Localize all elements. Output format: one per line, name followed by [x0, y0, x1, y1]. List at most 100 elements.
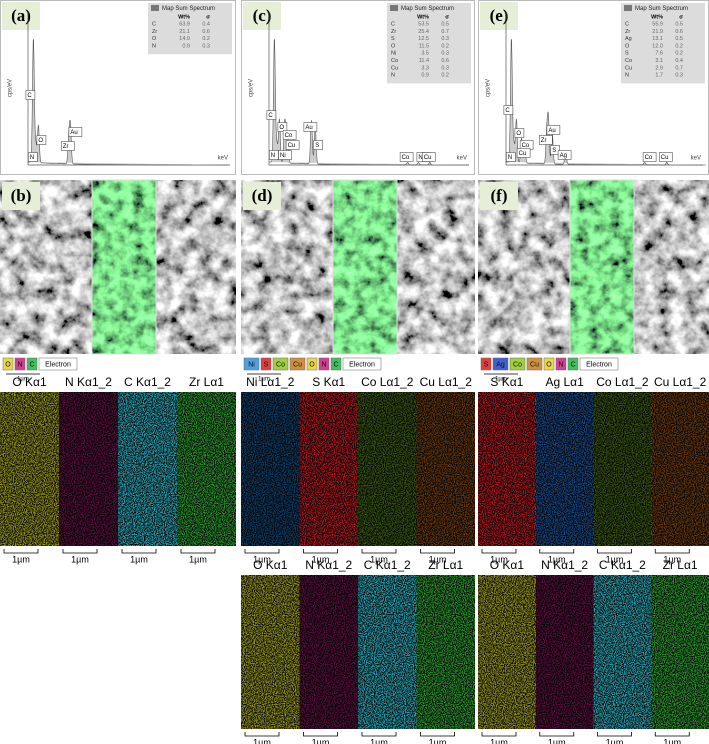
- scale-bar: [420, 549, 455, 554]
- map-label: Co Lα1_2: [596, 375, 649, 389]
- legend-chip-label: O: [5, 361, 11, 368]
- panel-label-box: [2, 2, 40, 30]
- table-cell: 0.9: [421, 73, 429, 79]
- legend-chip: [14, 357, 26, 371]
- legend-chip-label: Ag: [496, 361, 505, 368]
- map-label: Zr Lα1: [189, 375, 224, 389]
- peak-label-box: [516, 148, 531, 158]
- peak-label-box: [422, 152, 436, 162]
- scale-bar-label: 1µm: [606, 554, 624, 564]
- legend-chip-label: Electron: [45, 361, 71, 368]
- legend-chip-label: O: [546, 361, 552, 368]
- panel-label-box: [480, 182, 518, 210]
- legend-swatch: [624, 5, 632, 11]
- map-noise: [358, 392, 417, 546]
- panel-label-box: [243, 182, 281, 210]
- peak-label: Co: [645, 155, 653, 161]
- table-cell: 0.7: [441, 29, 449, 35]
- map-label: N Kα1_2: [305, 558, 352, 572]
- scale-bar-label: 1µm: [253, 737, 271, 744]
- table-cell: O: [625, 43, 630, 49]
- legend-chip: [272, 357, 289, 371]
- map-label: Zr Lα1: [428, 558, 463, 572]
- sem-map-overlay: [92, 180, 156, 354]
- peak-label: Ni: [280, 153, 286, 159]
- peak-label: Au: [70, 130, 77, 136]
- overlay-frame: [91, 179, 157, 355]
- peak-label-box: [266, 110, 277, 120]
- scale-bar-label: 1µm: [429, 737, 447, 744]
- map-label: Ag Lα1: [545, 375, 584, 389]
- legend-text: Map Sum Spectrum: [162, 6, 215, 12]
- table-cell: C: [391, 21, 395, 27]
- legend-chip: [306, 357, 318, 371]
- scale-bar-label: 1µm: [253, 554, 271, 564]
- peak-label: Cu: [519, 151, 527, 157]
- map-noise: [0, 392, 59, 546]
- spectrum-trace: [269, 38, 469, 166]
- map-label: Cu Lα1_2: [420, 375, 473, 389]
- map-noise: [241, 575, 300, 729]
- overlay-frame: [569, 179, 635, 355]
- table-cell: 21.1: [179, 29, 190, 35]
- legend-text: Map Sum Spectrum: [401, 6, 454, 12]
- table-cell: 0.3: [441, 51, 449, 57]
- overlay-frame: [332, 179, 398, 355]
- peak-label: Cu: [661, 155, 669, 161]
- map-label: O Kα1: [253, 558, 288, 572]
- table-cell: 0.3: [675, 73, 683, 79]
- legend-chip-label: Co: [513, 361, 522, 368]
- scale-bar: [539, 732, 575, 737]
- panel-label: (e): [490, 6, 509, 25]
- map-label: Co Lα1_2: [361, 375, 414, 389]
- legend-chip: [260, 357, 272, 371]
- spectrum-trace: [28, 38, 228, 166]
- table-cell: 0.3: [441, 36, 449, 42]
- table-cell: 0.7: [675, 65, 683, 71]
- sem-map-overlay: [333, 180, 397, 354]
- table-cell: 0.4: [202, 21, 210, 27]
- scale-bar-label: 1µm: [663, 737, 681, 744]
- scale-bar-label: 1µm: [548, 737, 566, 744]
- peak-label: Cu: [288, 143, 296, 149]
- legend-chip-label: C: [333, 361, 338, 368]
- peak-label: O: [279, 125, 284, 131]
- spectrum-trace: [506, 38, 706, 166]
- peak-label-box: [642, 152, 657, 162]
- map-noise: [299, 392, 358, 546]
- map-noise: [416, 575, 475, 729]
- table-cell: 13.1: [652, 36, 663, 42]
- peak-label-box: [303, 122, 318, 132]
- scale-bar: [361, 549, 397, 554]
- panel-label: (b): [11, 186, 32, 205]
- table-cell: 0.3: [441, 65, 449, 71]
- table-cell: 14.0: [179, 36, 190, 42]
- legend-chip: [555, 357, 567, 371]
- legend-chip: [2, 357, 14, 371]
- legend-chip: [567, 357, 579, 371]
- table-cell: N: [625, 73, 629, 79]
- scale-bar: [303, 732, 338, 737]
- peak-label-box: [550, 145, 560, 155]
- map-label: S Kα1: [312, 375, 345, 389]
- table-cell: 3.5: [421, 51, 429, 57]
- peak-label: Cu: [424, 155, 432, 161]
- scale-bar-label: 1µm: [429, 554, 447, 564]
- result-table: [387, 3, 471, 84]
- panel-label: (d): [252, 186, 273, 205]
- table-cell: C: [625, 21, 629, 27]
- table-cell: O: [152, 36, 157, 42]
- table-cell: 63.9: [179, 21, 190, 27]
- peak-label-box: [61, 141, 75, 151]
- map-noise: [478, 392, 536, 546]
- table-cell: Ag: [625, 36, 632, 42]
- peak-label: C: [505, 108, 510, 114]
- legend-chip-label: O: [309, 361, 315, 368]
- panel-label: (f): [491, 186, 508, 205]
- scale-bar-label: 1µm: [71, 554, 89, 564]
- scale-bar-label: 1µm: [370, 737, 388, 744]
- scale-bar-label: 1µm: [130, 554, 148, 564]
- map-noise: [535, 575, 594, 729]
- peak-label-box: [514, 128, 525, 138]
